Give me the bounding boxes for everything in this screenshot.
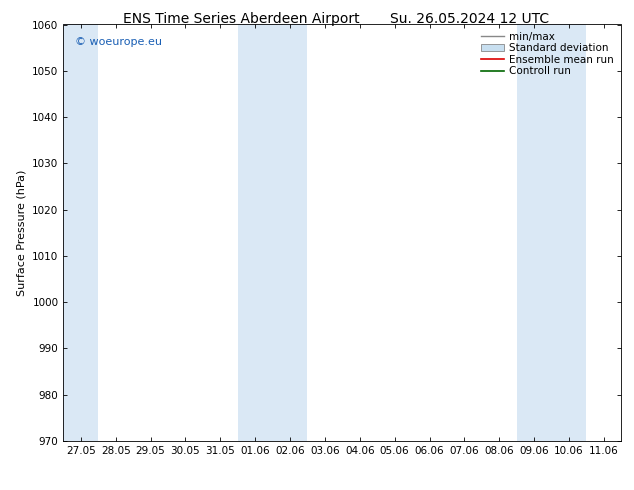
Bar <box>517 24 552 441</box>
Bar <box>63 24 98 441</box>
Legend: min/max, Standard deviation, Ensemble mean run, Controll run: min/max, Standard deviation, Ensemble me… <box>479 30 616 78</box>
Y-axis label: Surface Pressure (hPa): Surface Pressure (hPa) <box>16 170 27 296</box>
Text: © woeurope.eu: © woeurope.eu <box>75 37 162 47</box>
Bar <box>552 24 586 441</box>
Text: ENS Time Series Aberdeen Airport: ENS Time Series Aberdeen Airport <box>122 12 359 26</box>
Text: Su. 26.05.2024 12 UTC: Su. 26.05.2024 12 UTC <box>390 12 548 26</box>
Bar <box>238 24 273 441</box>
Bar <box>273 24 307 441</box>
